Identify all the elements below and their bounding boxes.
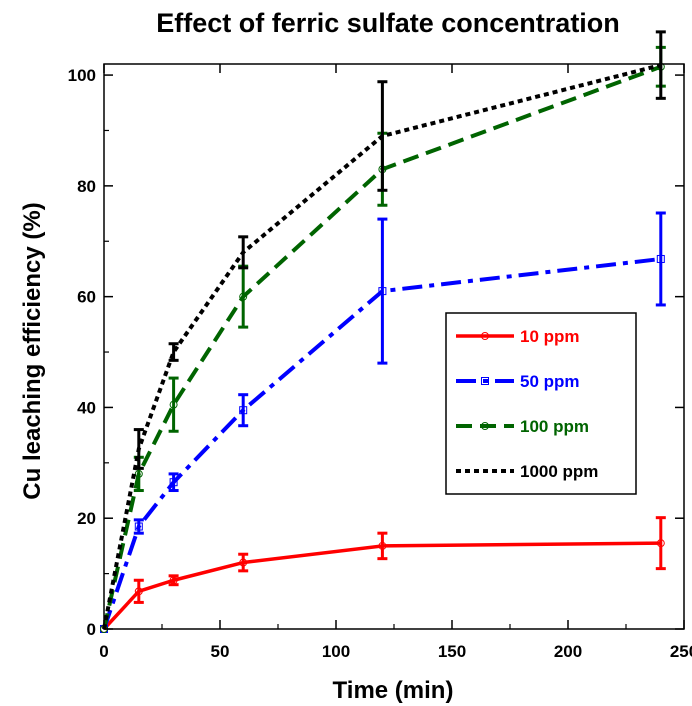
legend-label: 1000 ppm [520, 462, 598, 481]
legend: 10 ppm 50 ppm 100 ppm 1000 ppm [445, 312, 637, 495]
x-tick-label: 100 [322, 642, 350, 661]
data-point [239, 292, 248, 301]
legend-box [445, 312, 637, 495]
series-layer [100, 30, 666, 633]
series-1000-ppm [102, 30, 666, 630]
x-tick-label: 250 [670, 642, 692, 661]
series-line [102, 541, 661, 631]
series-50-ppm [100, 211, 666, 633]
data-point [134, 469, 143, 478]
data-point [656, 539, 665, 548]
legend-entry: 100 ppm [456, 417, 589, 436]
data-point [378, 541, 387, 550]
error-bar [168, 376, 179, 433]
legend-label: 50 ppm [520, 372, 580, 391]
y-tick-label: 100 [68, 66, 96, 85]
x-tick-label: 200 [554, 642, 582, 661]
y-axis-label: Cu leaching efficiency (%) [19, 202, 46, 499]
data-point [239, 558, 248, 567]
legend-marker [481, 377, 489, 385]
y-tick-label: 40 [77, 398, 96, 417]
chart-title: Effect of ferric sulfate concentration [156, 8, 620, 38]
y-tick-label: 0 [87, 620, 96, 639]
y-tick-label: 20 [77, 509, 96, 528]
x-tick-label: 150 [438, 642, 466, 661]
x-tick-label: 50 [211, 642, 230, 661]
data-point [378, 287, 387, 296]
y-tick-label: 80 [77, 177, 96, 196]
data-point [239, 406, 248, 415]
legend-entry: 10 ppm [456, 327, 580, 346]
error-bar [655, 211, 666, 307]
data-point [169, 478, 178, 487]
ticks-layer: 0 50 100 150 200 250 0 20 40 60 80 100 [68, 64, 692, 661]
data-point [656, 254, 665, 263]
data-point [134, 587, 143, 596]
data-point [134, 522, 143, 531]
legend-marker [481, 422, 489, 430]
series-line [102, 256, 662, 630]
series-10-ppm [100, 516, 666, 633]
x-tick-label: 0 [99, 642, 108, 661]
legend-label: 100 ppm [520, 417, 589, 436]
legend-entry: 50 ppm [456, 372, 580, 391]
legend-label: 10 ppm [520, 327, 580, 346]
series-line [102, 64, 662, 630]
data-point [169, 400, 178, 409]
y-tick-label: 60 [77, 288, 96, 307]
x-axis-label: Time (min) [333, 677, 454, 704]
legend-entry: 1000 ppm [456, 462, 598, 481]
data-point [169, 576, 178, 585]
legend-marker [481, 332, 489, 340]
